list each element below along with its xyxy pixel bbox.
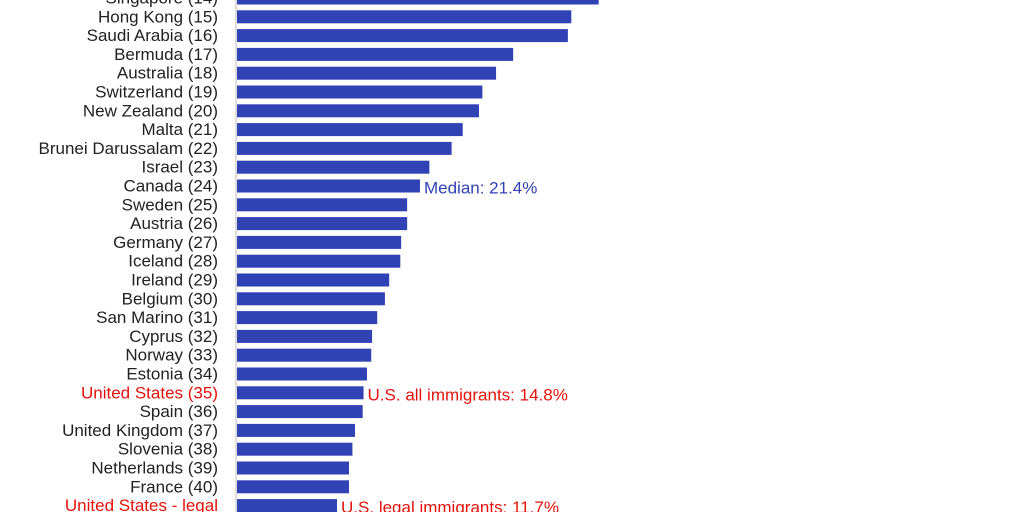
- bar: [237, 367, 367, 381]
- bar: [237, 217, 408, 231]
- category-label: Bermuda (17): [114, 45, 218, 64]
- bar: [237, 442, 353, 456]
- bar: [237, 480, 350, 494]
- category-label: Israel (23): [141, 158, 218, 177]
- category-label: Sweden (25): [122, 195, 218, 214]
- category-label: Australia (18): [117, 64, 218, 83]
- bar: [237, 499, 338, 512]
- bar: [237, 160, 430, 174]
- category-label: Belgium (30): [122, 289, 218, 308]
- annotation: U.S. all immigrants: 14.8%: [368, 385, 568, 404]
- bar: [237, 329, 373, 343]
- category-label: San Marino (31): [96, 308, 218, 327]
- category-label: Cyprus (32): [129, 327, 218, 346]
- bar: [237, 141, 452, 155]
- bar: [237, 179, 420, 193]
- bar: [237, 348, 372, 362]
- category-label: France (40): [130, 477, 218, 496]
- bar: [237, 235, 402, 249]
- category-label: United States - legal: [65, 496, 218, 512]
- category-label: Germany (27): [113, 233, 218, 252]
- category-label: Spain (36): [140, 402, 218, 421]
- bar: [237, 423, 355, 437]
- category-label: Ireland (29): [131, 270, 218, 289]
- bar: [237, 66, 497, 80]
- category-label: Slovenia (38): [118, 440, 218, 459]
- bar: [237, 104, 479, 118]
- category-label: Malta (21): [141, 120, 218, 139]
- category-label: Netherlands (39): [91, 458, 218, 477]
- bar: [237, 386, 364, 400]
- category-label: Norway (33): [125, 346, 218, 365]
- category-label: Brunei Darussalam (22): [38, 139, 218, 158]
- category-label: Estonia (34): [126, 364, 218, 383]
- bar: [237, 273, 390, 287]
- category-label: Switzerland (19): [95, 82, 218, 101]
- bar: [237, 29, 568, 43]
- category-label: New Zealand (20): [83, 101, 218, 120]
- bar: [237, 461, 350, 475]
- annotation: U.S. legal immigrants: 11.7%: [341, 498, 559, 512]
- bar: [237, 405, 363, 419]
- bar: [237, 123, 463, 137]
- bar: [237, 85, 483, 99]
- category-label: Canada (24): [123, 176, 218, 195]
- bar: [237, 198, 408, 212]
- category-label: Hong Kong (15): [98, 7, 218, 26]
- bar: [237, 254, 401, 268]
- bar: [237, 0, 599, 5]
- annotation: Median: 21.4%: [424, 178, 537, 197]
- category-label: Singapore (14): [106, 0, 218, 7]
- category-label: United Kingdom (37): [62, 421, 218, 440]
- category-label: Saudi Arabia (16): [87, 26, 218, 45]
- category-label: Austria (26): [130, 214, 218, 233]
- category-label: United States (35): [81, 383, 218, 402]
- bar: [237, 311, 378, 325]
- category-label: Iceland (28): [128, 252, 218, 271]
- bar: [237, 47, 514, 61]
- bar: [237, 292, 385, 306]
- bar: [237, 10, 572, 24]
